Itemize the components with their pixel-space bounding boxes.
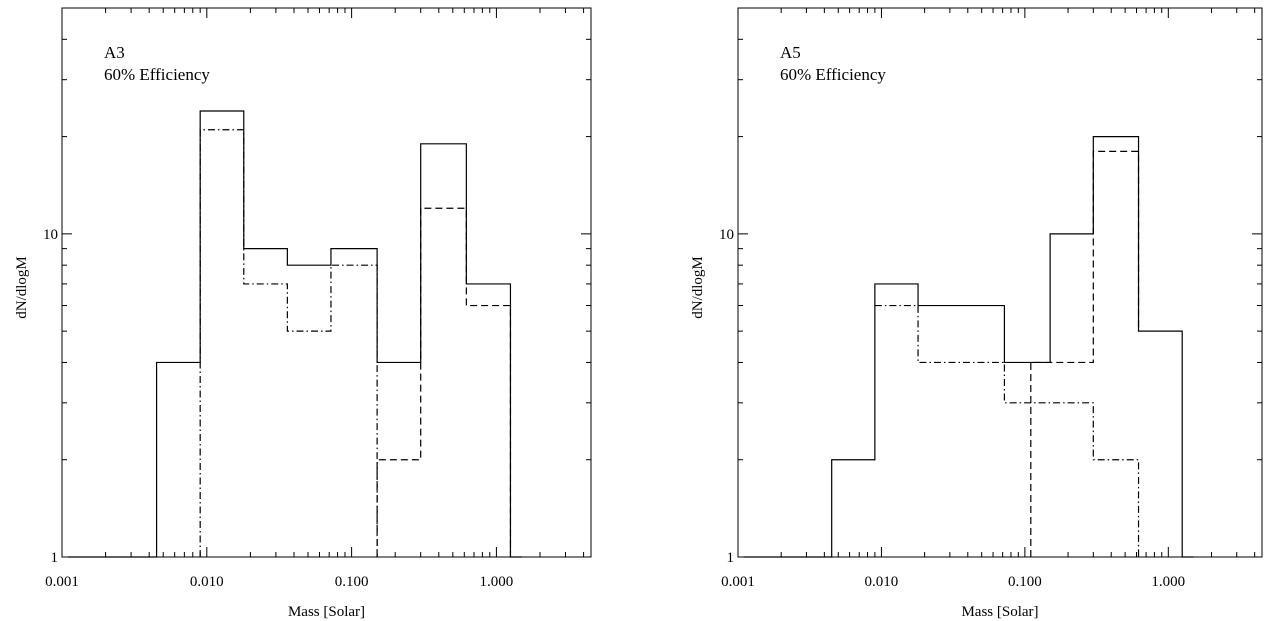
x-tick-label: 0.001	[45, 574, 79, 590]
panel-a5: 0.001 0.010 0.100 1.000 1 10 Mass [Solar] dN/dl…	[690, 7, 1263, 620]
x-tick-label: 0.100	[1008, 574, 1042, 590]
plot-frame	[737, 7, 1263, 558]
y-axis-label: dN/dlogM	[14, 256, 30, 319]
x-tick-label: 0.010	[190, 574, 224, 590]
x-tick-label: 0.001	[721, 574, 755, 590]
y-tick-label: 10	[719, 227, 734, 243]
histogram-series-dash-dot	[874, 304, 1140, 557]
x-axis-label: Mass [Solar]	[961, 604, 1038, 620]
panel-a3: 0.001 0.010 0.100 1.000 1 10 Mass [Solar] dN/dl…	[14, 7, 592, 620]
x-tick-label: 1.000	[1151, 574, 1185, 590]
y-tick-label: 10	[43, 227, 58, 243]
y-axis-label: dN/dlogM	[690, 256, 706, 319]
plot-frame	[61, 7, 592, 558]
panel-annotation-name: A5	[780, 43, 801, 62]
x-tick-label: 1.000	[480, 574, 514, 590]
panel-annotation-name: A3	[104, 43, 125, 62]
histogram-series-solid	[67, 110, 522, 558]
y-tick-label: 1	[51, 550, 59, 566]
x-axis-label: Mass [Solar]	[288, 604, 365, 620]
histogram-series-dashed	[1030, 150, 1140, 557]
histogram-series-dashed	[376, 207, 512, 557]
y-tick-label: 1	[727, 550, 735, 566]
panel-annotation-efficiency: 60% Efficiency	[780, 65, 886, 84]
panel-annotation-efficiency: 60% Efficiency	[104, 65, 210, 84]
x-tick-label: 0.010	[865, 574, 899, 590]
x-tick-label: 0.100	[335, 574, 369, 590]
histogram-series-solid	[743, 135, 1194, 558]
histogram-series-dash-dot	[199, 129, 378, 557]
